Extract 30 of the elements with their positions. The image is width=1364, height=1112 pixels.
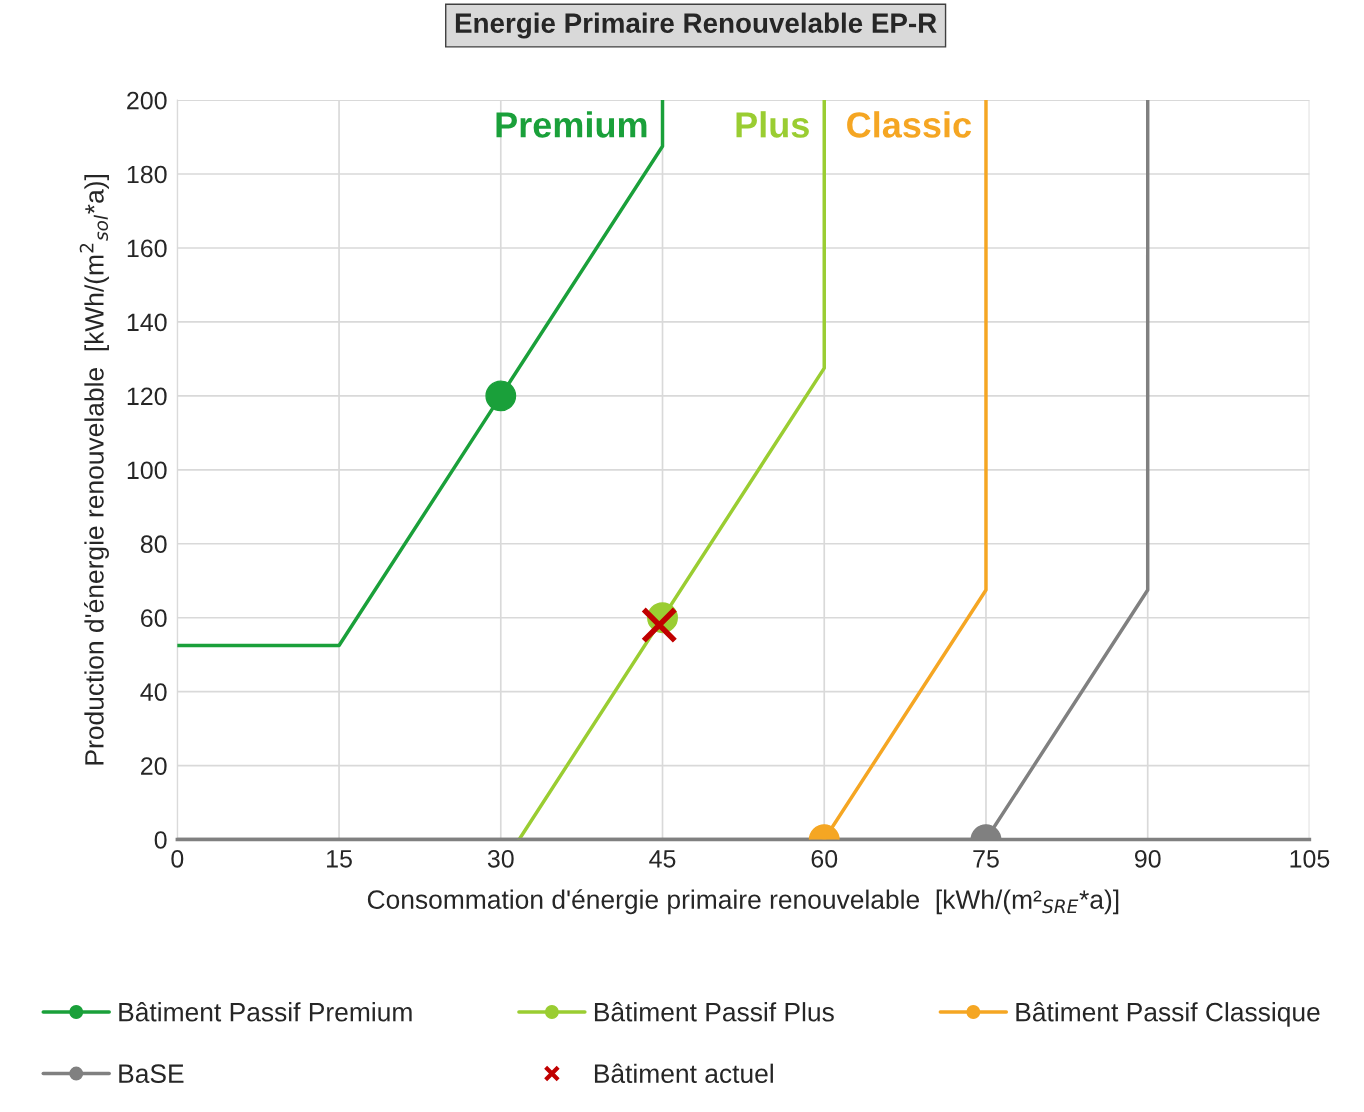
chart-title: Energie Primaire Renouvelable EP-R (455, 12, 937, 39)
y-tick-label: 120 (127, 387, 167, 406)
y-tick-label: 60 (141, 609, 167, 628)
x-axis-title: Consommation d'énergie primaire renouvelable [kWh/(m²$_{SRE}$*a)] (367, 889, 1119, 915)
x-tick-label: 90 (1134, 849, 1161, 868)
x-tick-label: 15 (327, 850, 352, 868)
x-tick-label: 60 (811, 849, 838, 868)
legend-label: Bâtiment Passif Plus (594, 1002, 834, 1022)
x-tick-label: 0 (171, 849, 184, 868)
annotation: Plus (736, 111, 809, 138)
y-tick-label: 160 (127, 239, 167, 258)
y-tick-label: 140 (127, 313, 167, 332)
x-tick-label: 45 (649, 850, 676, 868)
y-tick-label: 0 (154, 831, 167, 849)
legend-label: Bâtiment Passif Premium (119, 1002, 412, 1022)
y-tick-label: 100 (127, 461, 167, 480)
legend-label: BaSE (119, 1064, 184, 1084)
annotation: Premium (496, 111, 647, 138)
y-axis-title: Production d'énergie renouvelable [kWh/(m$^{2}$$_{sol}$*a)] (79, 175, 109, 765)
y-tick-label: 200 (127, 91, 167, 110)
legend-label: Bâtiment Passif Classique (1016, 1002, 1320, 1027)
x-tick-label: 30 (487, 849, 514, 868)
legend-label: Bâtiment actuel (594, 1063, 773, 1084)
y-tick-label: 80 (140, 535, 167, 554)
x-tick-label: 105 (1290, 849, 1330, 868)
annotation: Classic (847, 111, 972, 138)
y-tick-label: 40 (140, 683, 167, 701)
x-tick-label: 75 (973, 850, 999, 868)
y-tick-label: 20 (141, 757, 167, 775)
y-tick-label: 180 (127, 165, 167, 184)
